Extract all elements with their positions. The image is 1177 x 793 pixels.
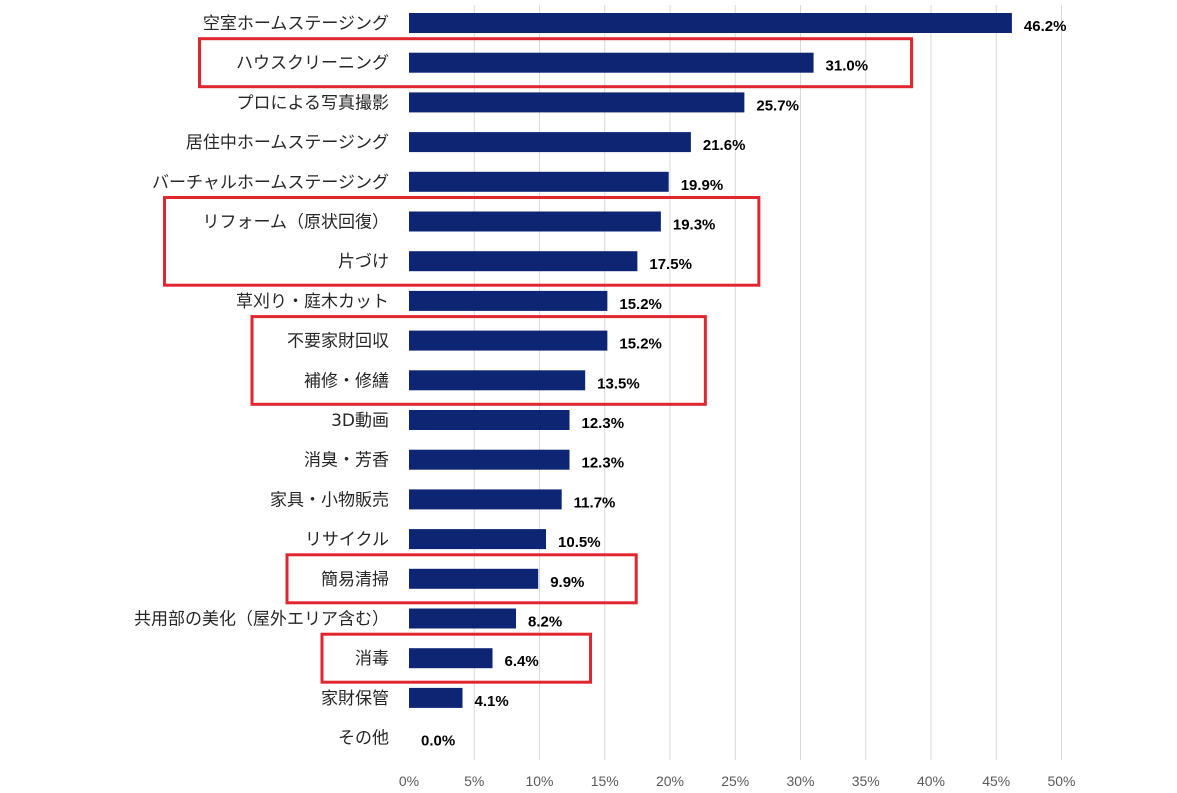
data-label: 4.1%: [475, 693, 509, 710]
bar: [409, 211, 661, 232]
bar: [409, 529, 547, 550]
data-label: 46.2%: [1024, 18, 1067, 35]
bar: [409, 251, 638, 272]
data-label: 10.5%: [558, 534, 601, 551]
category-label: ハウスクリーニング: [236, 54, 389, 74]
bar: [409, 410, 570, 430]
category-label: 不要家財回収: [287, 332, 389, 352]
x-tick-label: 35%: [852, 773, 880, 789]
data-label: 21.6%: [703, 137, 746, 154]
category-label: 3D動画: [331, 411, 389, 431]
data-label: 15.2%: [619, 336, 662, 353]
data-label: 0.0%: [421, 733, 455, 750]
bar: [409, 370, 586, 391]
category-label: 消毒: [355, 649, 389, 669]
data-label: 17.5%: [649, 256, 692, 273]
category-label: 居住中ホームステージング: [186, 133, 389, 153]
category-label: リフォーム（原状回復）: [203, 213, 390, 233]
category-label: 片づけ: [338, 252, 389, 272]
category-label: リサイクル: [305, 530, 389, 550]
bars: [409, 13, 1012, 708]
data-label: 12.3%: [582, 455, 625, 472]
category-label: 共用部の美化（屋外エリア含む）: [134, 610, 389, 630]
data-label: 12.3%: [582, 415, 625, 432]
bar: [409, 489, 562, 510]
highlight-box: [320, 632, 593, 684]
category-label: 家具・小物販売: [270, 490, 389, 510]
x-axis-tick-labels: 0% 5% 10% 15% 20% 25% 30% 35% 40% 45% 50%: [399, 773, 1076, 789]
category-label: プロによる写真撮影: [237, 93, 390, 113]
x-tick-label: 30%: [786, 773, 814, 789]
data-label: 11.7%: [574, 494, 616, 511]
x-tick-label: 5%: [464, 773, 484, 789]
category-label: 空室ホームステージング: [203, 14, 389, 34]
x-tick-label: 25%: [721, 773, 749, 789]
x-tick-label: 50%: [1047, 773, 1075, 789]
bar: [409, 568, 539, 589]
highlight-boxes: [163, 37, 914, 684]
data-label: 25.7%: [756, 97, 799, 114]
highlight-box: [285, 553, 638, 605]
bar: [409, 290, 608, 311]
bar: [409, 687, 463, 708]
bar: [409, 92, 745, 113]
bar: [409, 13, 1012, 33]
data-label: 15.2%: [619, 296, 662, 313]
category-labels: 空室ホームステージングハウスクリーニングプロによる写真撮影居住中ホームステージン…: [134, 14, 389, 749]
bar: [409, 132, 691, 153]
category-label: その他: [338, 729, 389, 749]
bar: [409, 449, 570, 470]
x-tick-label: 45%: [982, 773, 1010, 789]
bar: [409, 608, 517, 629]
data-label: 31.0%: [826, 58, 869, 75]
category-label: 家財保管: [321, 689, 389, 709]
category-label: バーチャルホームステージング: [152, 173, 389, 193]
x-tick-label: 20%: [656, 773, 684, 789]
data-label: 13.5%: [597, 375, 640, 392]
bar: [409, 171, 669, 192]
category-label: 消臭・芳香: [304, 451, 389, 471]
data-label: 19.9%: [681, 177, 724, 194]
bar: [409, 648, 493, 669]
value-labels: 46.2% 31.0% 25.7% 21.6% 19.9% 19.3% 17.5% 15.2%…: [421, 18, 1066, 750]
category-label: 簡易清掃: [321, 570, 389, 590]
x-tick-label: 0%: [399, 773, 419, 789]
data-label: 9.9%: [550, 574, 584, 591]
category-label: 草刈り・庭木カット: [236, 292, 389, 312]
data-label: 6.4%: [505, 653, 539, 670]
bar: [409, 52, 814, 73]
data-label: 19.3%: [673, 217, 716, 234]
grid-lines: [473, 5, 1062, 760]
x-tick-label: 15%: [591, 773, 619, 789]
highlight-box: [163, 196, 761, 287]
highlight-box: [198, 37, 914, 89]
x-tick-label: 40%: [917, 773, 945, 789]
data-label: 8.2%: [528, 614, 562, 631]
category-label: 補修・修繕: [304, 371, 389, 391]
bar: [409, 330, 608, 351]
highlight-box: [250, 315, 707, 406]
x-tick-label: 10%: [525, 773, 553, 789]
